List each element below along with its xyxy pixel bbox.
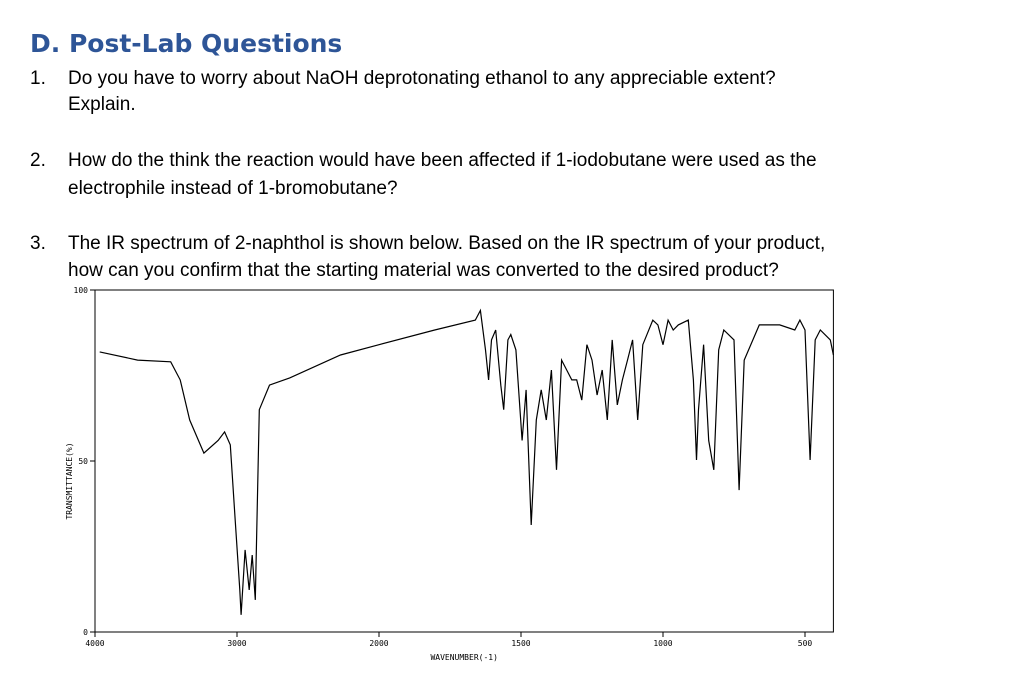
x-tick-label: 1500 (511, 639, 530, 648)
question-line: Do you have to worry about NaOH deproton… (68, 68, 776, 89)
question-line: The IR spectrum of 2-naphthol is shown b… (68, 233, 825, 254)
x-tick-label: 2000 (369, 639, 388, 648)
question-line: how can you confirm that the starting ma… (68, 260, 779, 281)
question-line: electrophile instead of 1-bromobutane? (68, 178, 398, 199)
x-tick-label: 4000 (85, 639, 104, 648)
question-line: How do the think the reaction would have… (68, 150, 817, 171)
y-tick-label: 0 (83, 628, 88, 637)
y-tick-label: 100 (74, 286, 89, 295)
y-axis-label: TRANSMITTANCE(%) (65, 442, 74, 519)
question-line: Explain. (68, 94, 136, 115)
x-tick-label: 3000 (227, 639, 246, 648)
heading: D. Post-Lab Questions (30, 29, 342, 58)
x-axis-label: WAVENUMBER(-1) (430, 653, 497, 662)
x-tick-label: 500 (798, 639, 813, 648)
question-number: 3. (30, 233, 46, 254)
plot-frame (94, 289, 834, 633)
y-tick-label: 50 (78, 457, 88, 466)
question-number: 1. (30, 68, 46, 89)
x-tick-label: 1000 (653, 639, 672, 648)
spectrum-line (99, 308, 834, 615)
question-number: 2. (30, 150, 46, 171)
